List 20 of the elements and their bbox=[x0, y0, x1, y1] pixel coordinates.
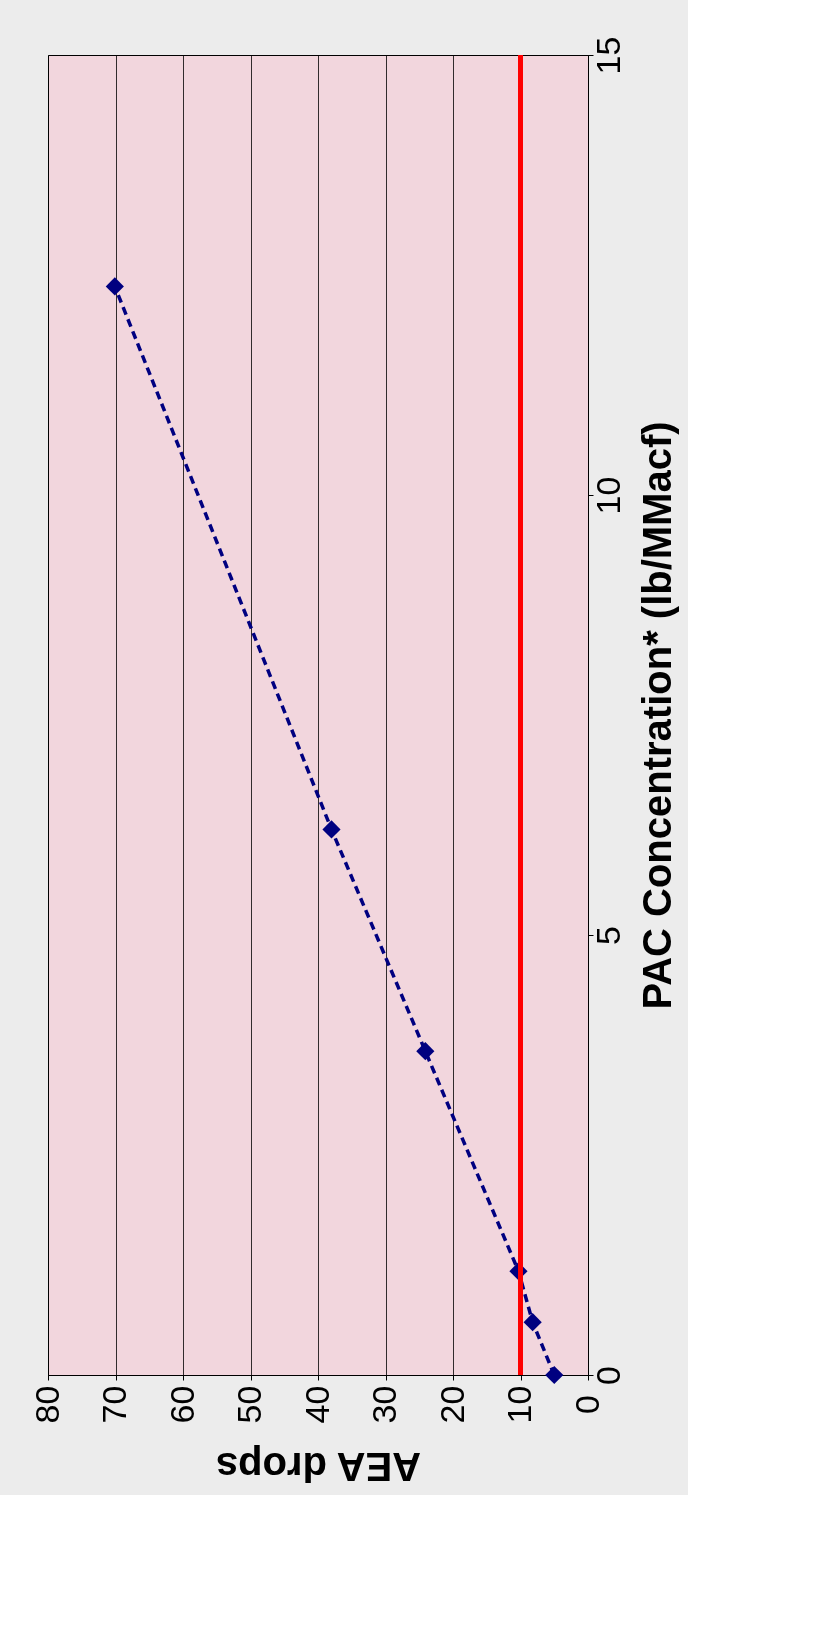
x-tick-label: 60 bbox=[162, 1385, 201, 1424]
x-tick-label: 70 bbox=[95, 1385, 133, 1424]
x-tick-label: 20 bbox=[432, 1385, 471, 1424]
point bbox=[322, 820, 341, 839]
x-tick-label: 0 bbox=[567, 1395, 606, 1414]
point bbox=[545, 1365, 564, 1385]
x-tick-label: 10 bbox=[500, 1385, 538, 1424]
x-tick-label: 50 bbox=[230, 1385, 268, 1424]
point bbox=[523, 1313, 542, 1332]
y-tick-label: 5 bbox=[588, 926, 627, 945]
point bbox=[105, 277, 124, 296]
x-tick-label: 80 bbox=[27, 1385, 66, 1424]
x-tick-label: 40 bbox=[297, 1385, 336, 1424]
point bbox=[416, 1042, 435, 1061]
x-tick-label: 30 bbox=[365, 1385, 403, 1424]
y-tick-label: 0 bbox=[588, 1366, 627, 1385]
y-tick-label: 10 bbox=[588, 476, 627, 515]
x-axis-title: AEA drops bbox=[215, 1445, 422, 1490]
y-axis-title: PAC Concentration* (lb/MMacf) bbox=[634, 421, 679, 1010]
y-tick-label: 15 bbox=[588, 36, 627, 75]
